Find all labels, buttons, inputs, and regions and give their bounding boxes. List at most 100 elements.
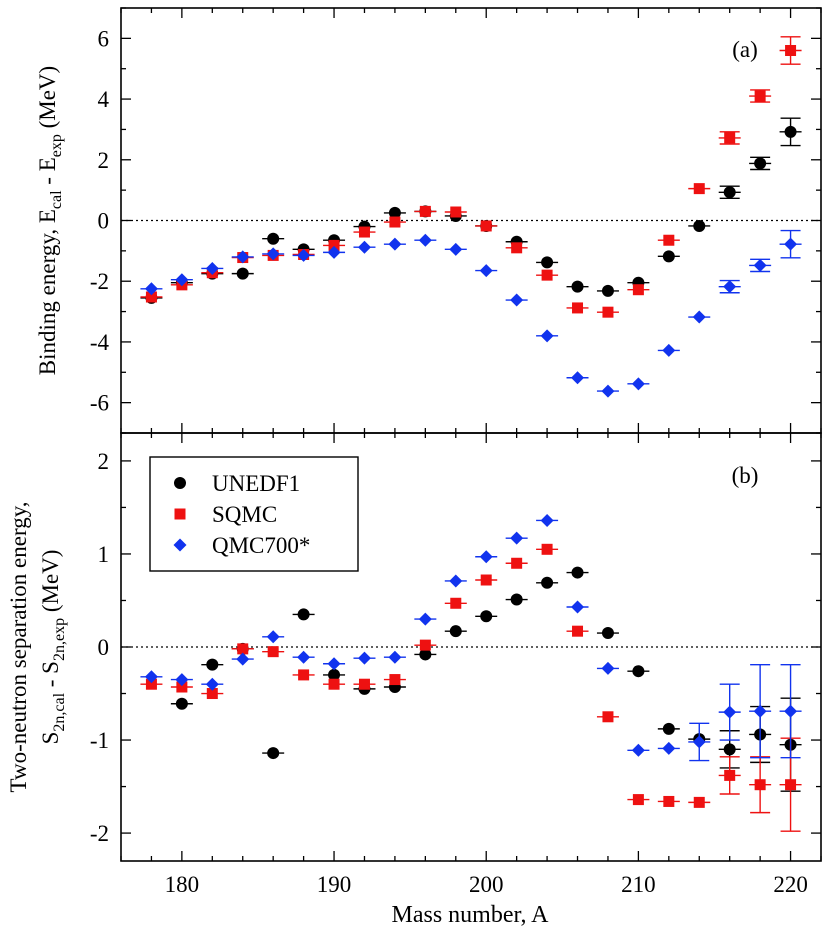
data-point	[510, 293, 524, 307]
data-point	[541, 269, 553, 281]
data-point	[723, 743, 736, 756]
data-point	[601, 384, 615, 398]
y-tick-label: 6	[98, 26, 110, 51]
data-point	[205, 261, 219, 275]
legend-marker	[174, 508, 186, 520]
data-point	[540, 513, 554, 527]
data-point	[357, 651, 371, 665]
data-point	[693, 183, 705, 195]
data-point	[693, 219, 706, 232]
x-tick-label: 210	[621, 872, 656, 897]
data-point	[418, 233, 432, 247]
data-point	[723, 280, 737, 294]
data-point	[753, 704, 767, 718]
data-point	[662, 741, 676, 755]
series-unedf1-a	[140, 117, 802, 304]
panel-label-b: (b)	[732, 463, 759, 488]
data-point	[693, 796, 705, 808]
y-axis-label-part: - S	[38, 661, 63, 693]
data-point	[175, 697, 188, 710]
data-point	[237, 643, 249, 655]
data-point	[175, 273, 189, 287]
y-axis-label-a: Binding energy, Ecal - Eexp (MeV)	[35, 66, 65, 375]
y-tick-label: 2	[98, 148, 110, 173]
data-point	[632, 794, 644, 806]
data-point	[389, 674, 401, 686]
data-point	[327, 245, 341, 259]
data-point	[724, 132, 736, 144]
data-point	[662, 250, 675, 263]
y-tick-label: -6	[90, 391, 109, 416]
data-point	[236, 267, 249, 280]
y-tick-label: -1	[90, 728, 109, 753]
data-point	[266, 630, 280, 644]
data-point	[176, 681, 188, 693]
data-point	[541, 543, 553, 555]
data-point	[784, 125, 797, 138]
data-point	[480, 610, 493, 623]
data-point	[389, 216, 401, 228]
data-point	[571, 566, 584, 579]
data-point	[267, 646, 279, 658]
data-point	[266, 247, 280, 261]
y-tick-label: 0	[98, 209, 110, 234]
x-tick-label: 200	[469, 872, 504, 897]
data-point	[632, 665, 645, 678]
data-point	[540, 329, 554, 343]
y-tick-label: 2	[98, 449, 110, 474]
x-tick-label: 190	[317, 872, 352, 897]
data-point	[631, 743, 645, 757]
data-point	[602, 711, 614, 723]
data-point	[418, 612, 432, 626]
data-point	[754, 779, 766, 791]
data-point	[511, 557, 523, 569]
data-point	[419, 639, 431, 651]
data-point	[601, 627, 614, 640]
data-point	[205, 677, 219, 691]
data-point	[692, 735, 706, 749]
data-point	[358, 226, 370, 238]
data-point	[784, 237, 798, 251]
data-point	[602, 306, 614, 318]
data-point	[784, 704, 798, 718]
data-point	[144, 670, 158, 684]
data-point	[236, 652, 250, 666]
y-tick-label: -2	[90, 821, 109, 846]
data-point	[236, 250, 250, 264]
data-point	[662, 343, 676, 357]
y-tick-label: 1	[98, 542, 110, 567]
panel-separation-energy: 180 190 200 210 220 -2 -1 0 1 2 (b) S2n,cal - S2n,e…	[6, 432, 822, 897]
data-point	[450, 206, 462, 218]
series-qmc700-b	[140, 513, 802, 762]
data-point	[206, 688, 218, 700]
data-point	[571, 280, 584, 293]
legend-entry: SQMC	[212, 502, 277, 527]
y-axis-label-part: S	[38, 732, 63, 745]
x-tick-label: 180	[165, 872, 200, 897]
data-point	[601, 661, 615, 675]
data-point	[662, 722, 675, 735]
data-point	[145, 291, 157, 303]
data-point	[511, 242, 523, 254]
data-point	[785, 779, 797, 791]
data-point	[753, 258, 767, 272]
y-axis-label-b: S2n,cal - S2n,exp (MeV)	[38, 550, 68, 745]
data-point	[480, 574, 492, 586]
y-axis-label-subscript: cal	[48, 190, 65, 209]
data-point	[510, 531, 524, 545]
data-point	[541, 576, 554, 589]
data-point	[785, 45, 797, 56]
data-point	[479, 550, 493, 564]
data-point	[663, 795, 675, 807]
data-point	[480, 220, 492, 232]
data-point	[327, 657, 341, 671]
legend-marker	[174, 477, 186, 489]
data-point	[328, 239, 340, 251]
series-qmc700-a	[140, 229, 802, 398]
data-point	[450, 597, 462, 609]
data-point	[357, 240, 371, 254]
data-point	[449, 574, 463, 588]
series-sqmc-a	[140, 36, 802, 318]
data-point	[328, 678, 340, 690]
data-point	[144, 282, 158, 296]
